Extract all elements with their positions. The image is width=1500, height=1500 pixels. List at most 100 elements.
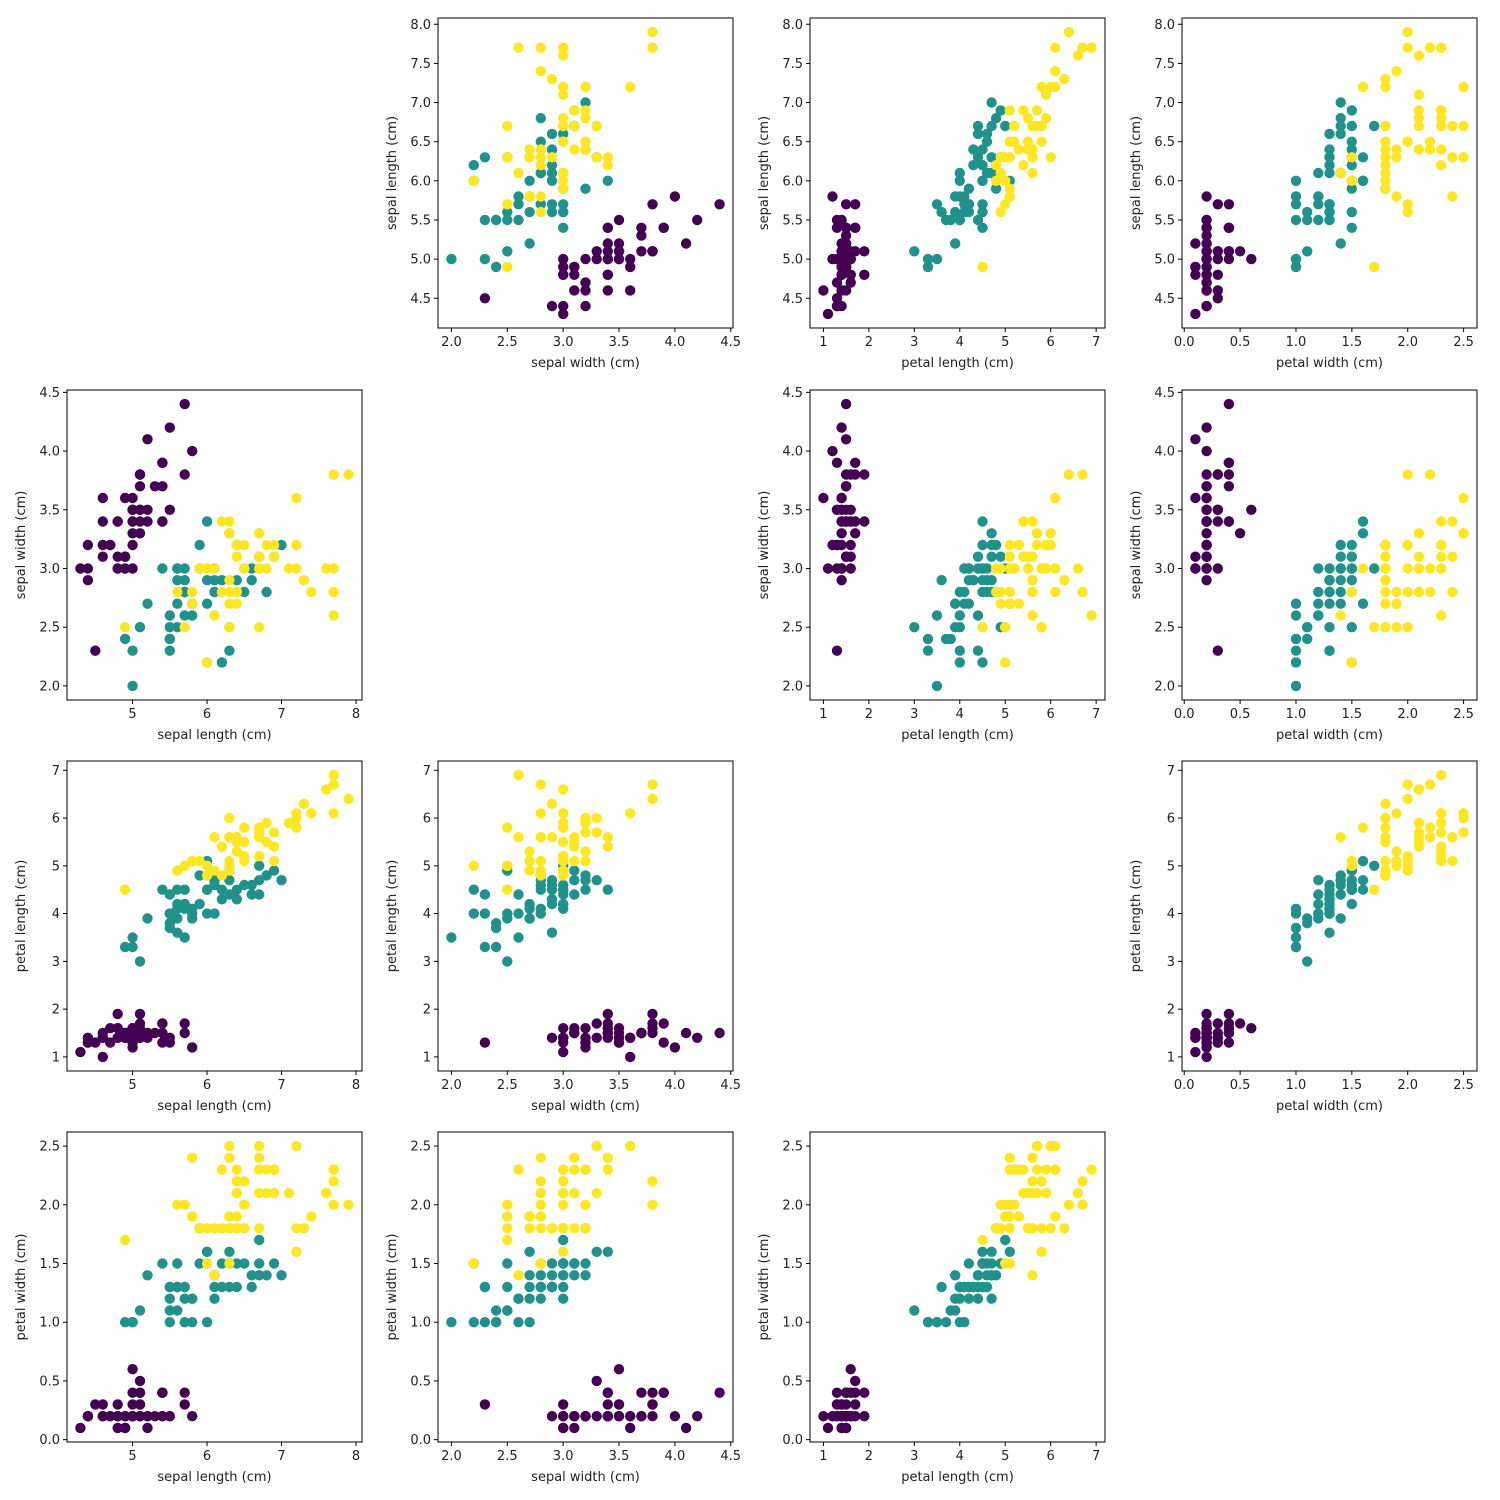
data-point: [591, 1032, 602, 1044]
data-point: [172, 865, 183, 876]
data-point: [940, 214, 952, 226]
data-point: [97, 539, 109, 551]
data-point: [535, 832, 546, 843]
data-point: [1391, 144, 1402, 155]
data-point: [479, 1281, 491, 1293]
data-point: [224, 860, 235, 871]
x-tick-label: 7: [1092, 335, 1100, 350]
data-point: [291, 492, 302, 504]
x-tick-label: 2.5: [1453, 707, 1474, 722]
data-point: [569, 1152, 580, 1164]
data-point: [546, 884, 558, 895]
data-point: [625, 1032, 636, 1044]
data-point: [1357, 884, 1369, 895]
data-point: [1212, 645, 1224, 656]
x-tick-label: 2.5: [497, 335, 518, 350]
data-point: [1201, 492, 1212, 504]
data-point: [261, 539, 272, 551]
data-point: [1424, 469, 1436, 480]
data-point: [119, 1317, 131, 1328]
data-point: [1040, 89, 1052, 100]
data-point: [1447, 586, 1458, 598]
data-point: [1458, 827, 1469, 838]
data-point: [845, 269, 856, 280]
data-point: [1369, 563, 1380, 574]
data-point: [1190, 308, 1201, 320]
data-point: [1077, 586, 1088, 598]
data-point: [1380, 812, 1391, 824]
y-tick-label: 3.5: [39, 503, 60, 518]
data-point: [558, 253, 569, 265]
data-point: [591, 1375, 602, 1387]
data-point: [231, 1223, 242, 1234]
data-point: [954, 645, 965, 656]
data-point: [977, 160, 988, 171]
data-point: [502, 1258, 513, 1269]
data-point: [209, 563, 220, 574]
data-point: [836, 1399, 847, 1410]
data-point: [977, 586, 988, 598]
data-point: [850, 222, 861, 233]
data-point: [613, 1037, 625, 1048]
data-point: [591, 253, 602, 265]
y-tick-label: 6: [52, 812, 60, 827]
data-point: [1290, 932, 1302, 943]
data-point: [1357, 152, 1369, 163]
data-point: [321, 1187, 332, 1199]
x-axis-label: sepal width (cm): [531, 1470, 640, 1485]
data-point: [1391, 191, 1402, 202]
data-point: [845, 539, 856, 551]
data-point: [261, 817, 272, 829]
data-point: [194, 1258, 205, 1269]
data-point: [850, 528, 861, 539]
data-point: [291, 1223, 302, 1234]
data-point: [1009, 120, 1020, 132]
data-point: [231, 846, 242, 857]
y-tick-label: 2.5: [1154, 621, 1175, 636]
data-point: [157, 1387, 168, 1398]
data-point: [836, 422, 847, 433]
data-point: [1380, 73, 1391, 85]
data-point: [1201, 528, 1212, 539]
data-point: [1212, 253, 1224, 265]
data-point: [1447, 551, 1458, 562]
data-point: [1004, 539, 1015, 551]
data-point: [502, 206, 513, 218]
data-point: [995, 167, 1006, 179]
data-point: [1413, 784, 1425, 795]
data-point: [714, 1027, 725, 1039]
data-point: [836, 261, 847, 273]
data-point: [1324, 927, 1335, 938]
data-point: [977, 516, 988, 527]
data-point: [1324, 160, 1335, 171]
data-point: [986, 120, 997, 132]
data-point: [490, 214, 502, 226]
x-axis-label: petal width (cm): [1276, 356, 1383, 371]
data-point: [1004, 183, 1015, 194]
data-point: [1223, 246, 1235, 257]
data-point: [1000, 1211, 1011, 1222]
data-point: [977, 539, 988, 551]
data-point: [127, 1317, 138, 1328]
data-point: [636, 222, 647, 233]
y-tick-label: 6.0: [410, 174, 431, 189]
data-point: [1436, 817, 1447, 829]
data-point: [201, 870, 213, 881]
data-point: [164, 1317, 175, 1328]
data-point: [239, 836, 250, 848]
x-tick-label: 1.5: [1342, 1078, 1363, 1093]
data-point: [1004, 105, 1015, 116]
data-point: [1413, 120, 1425, 132]
data-point: [149, 1411, 161, 1422]
data-point: [172, 913, 183, 924]
data-point: [990, 183, 1002, 194]
data-point: [909, 246, 920, 257]
data-point: [625, 1051, 636, 1063]
data-point: [1013, 598, 1025, 609]
data-point: [546, 175, 558, 186]
data-point: [580, 855, 591, 867]
data-point: [1290, 191, 1302, 202]
data-point: [636, 1027, 647, 1039]
data-point: [1027, 1187, 1038, 1199]
data-point: [1290, 253, 1302, 265]
